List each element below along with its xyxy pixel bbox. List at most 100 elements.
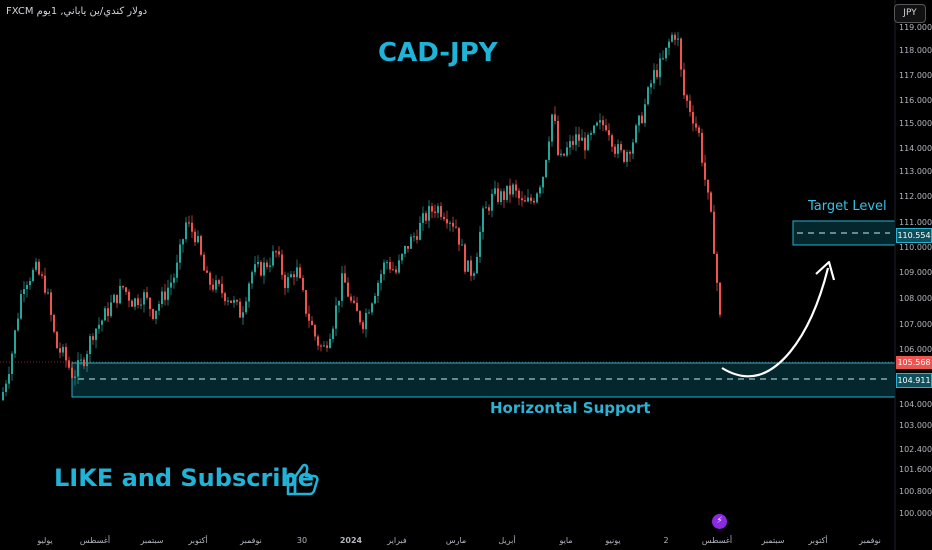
candle-body — [596, 122, 598, 126]
candle-body — [386, 262, 388, 264]
candle-body — [383, 262, 385, 275]
candle-body — [563, 153, 565, 156]
candle-body — [428, 206, 430, 221]
candle-body — [566, 147, 568, 156]
candle-body — [14, 330, 16, 354]
candle-body — [50, 292, 52, 315]
x-tick-label: 2 — [663, 536, 668, 545]
candle-body — [533, 200, 535, 203]
y-tick-label: 107.000 — [899, 320, 932, 329]
candle-body — [236, 300, 238, 302]
x-tick-label: أغسطس — [702, 535, 732, 545]
candle-body — [509, 185, 511, 195]
currency-button[interactable]: JPY — [894, 4, 926, 23]
candle-body — [5, 383, 7, 392]
candle-body — [626, 151, 628, 162]
candle-body — [602, 120, 604, 126]
candle-body — [515, 184, 517, 191]
time-axis[interactable]: يوليو أغسطس سبتمبر أكتوبر نوفمبر 30 2024 فبراير… — [36, 535, 880, 545]
candle-body — [230, 300, 232, 303]
candle-body — [695, 123, 697, 128]
x-tick-label: فبراير — [386, 536, 407, 545]
y-tick-label: 116.000 — [899, 96, 932, 105]
candle-body — [713, 211, 715, 254]
candle-body — [677, 38, 679, 40]
y-tick-label: 110.000 — [899, 243, 932, 252]
candle-body — [440, 206, 442, 217]
candle-body — [368, 312, 370, 314]
x-tick-label: يونيو — [604, 536, 620, 545]
candle-body — [452, 222, 454, 227]
candle-body — [101, 320, 103, 325]
candle-body — [350, 296, 352, 301]
candle-body — [707, 179, 709, 193]
candle-body — [482, 208, 484, 232]
candle-body — [23, 289, 25, 294]
x-tick-label: نوفمبر — [858, 536, 881, 545]
candle-body — [194, 231, 196, 243]
candle-body — [242, 312, 244, 318]
candle-body — [365, 312, 367, 330]
candle-body — [131, 300, 133, 307]
candle-body — [527, 197, 529, 202]
candle-body — [719, 282, 721, 315]
candle-body — [485, 207, 487, 209]
candle-body — [170, 282, 172, 288]
y-tick-label: 106.000 — [899, 345, 932, 354]
support-price-tag: 104.911 — [896, 373, 932, 388]
candle-body — [260, 261, 262, 276]
support-zone — [71, 362, 896, 398]
candle-body — [29, 281, 31, 286]
y-tick-label: 118.000 — [899, 46, 932, 55]
candle-body — [506, 185, 508, 200]
x-tick-label: مارس — [446, 536, 466, 545]
candle-body — [266, 262, 268, 267]
candle-body — [521, 198, 523, 201]
candle-body — [62, 346, 64, 353]
candle-body — [203, 254, 205, 271]
candle-body — [584, 137, 586, 151]
candle-body — [275, 251, 277, 253]
y-tick-label: 100.800 — [899, 487, 932, 496]
y-tick-label: 115.000 — [899, 119, 932, 128]
y-tick-label: 104.000 — [899, 400, 932, 409]
candle-body — [638, 115, 640, 126]
candle-body — [92, 336, 94, 340]
candle-body — [44, 275, 46, 293]
candle-body — [380, 274, 382, 283]
candle-body — [620, 144, 622, 151]
candle-body — [593, 125, 595, 134]
candle-body — [389, 262, 391, 270]
y-tick-label: 102.400 — [899, 445, 932, 454]
projection-arrow — [721, 267, 830, 378]
candle-body — [320, 345, 322, 347]
price-axis[interactable]: 119.000 118.000 117.000 116.000 115.000 114.0… — [899, 23, 932, 518]
symbol-label[interactable]: FXCM دولار كندي/ين ياباني, 1يوم — [6, 6, 148, 17]
y-tick-label: 109.000 — [899, 268, 932, 277]
candle-body — [587, 134, 589, 151]
candle-body — [11, 353, 13, 375]
candle-body — [362, 322, 364, 330]
candle-body — [476, 256, 478, 274]
candle-body — [17, 318, 19, 331]
candle-body — [419, 222, 421, 240]
candle-body — [416, 236, 418, 240]
candle-body — [611, 135, 613, 147]
candle-body — [716, 253, 718, 283]
target-price-tag: 110.554 — [896, 228, 932, 243]
candle-body — [500, 191, 502, 202]
candle-body — [311, 320, 313, 326]
candle-body — [353, 300, 355, 303]
candle-body — [614, 146, 616, 154]
candle-body — [641, 115, 643, 124]
x-tick-label: سبتمبر — [140, 536, 164, 545]
current-price-tag: 105.568 — [896, 356, 932, 369]
candle-body — [356, 302, 358, 312]
candle-body — [257, 261, 259, 265]
flash-icon[interactable]: ⚡ — [712, 514, 727, 529]
candle-body — [164, 291, 166, 300]
candle-body — [65, 346, 67, 361]
candle-body — [575, 134, 577, 145]
candle-body — [80, 359, 82, 361]
